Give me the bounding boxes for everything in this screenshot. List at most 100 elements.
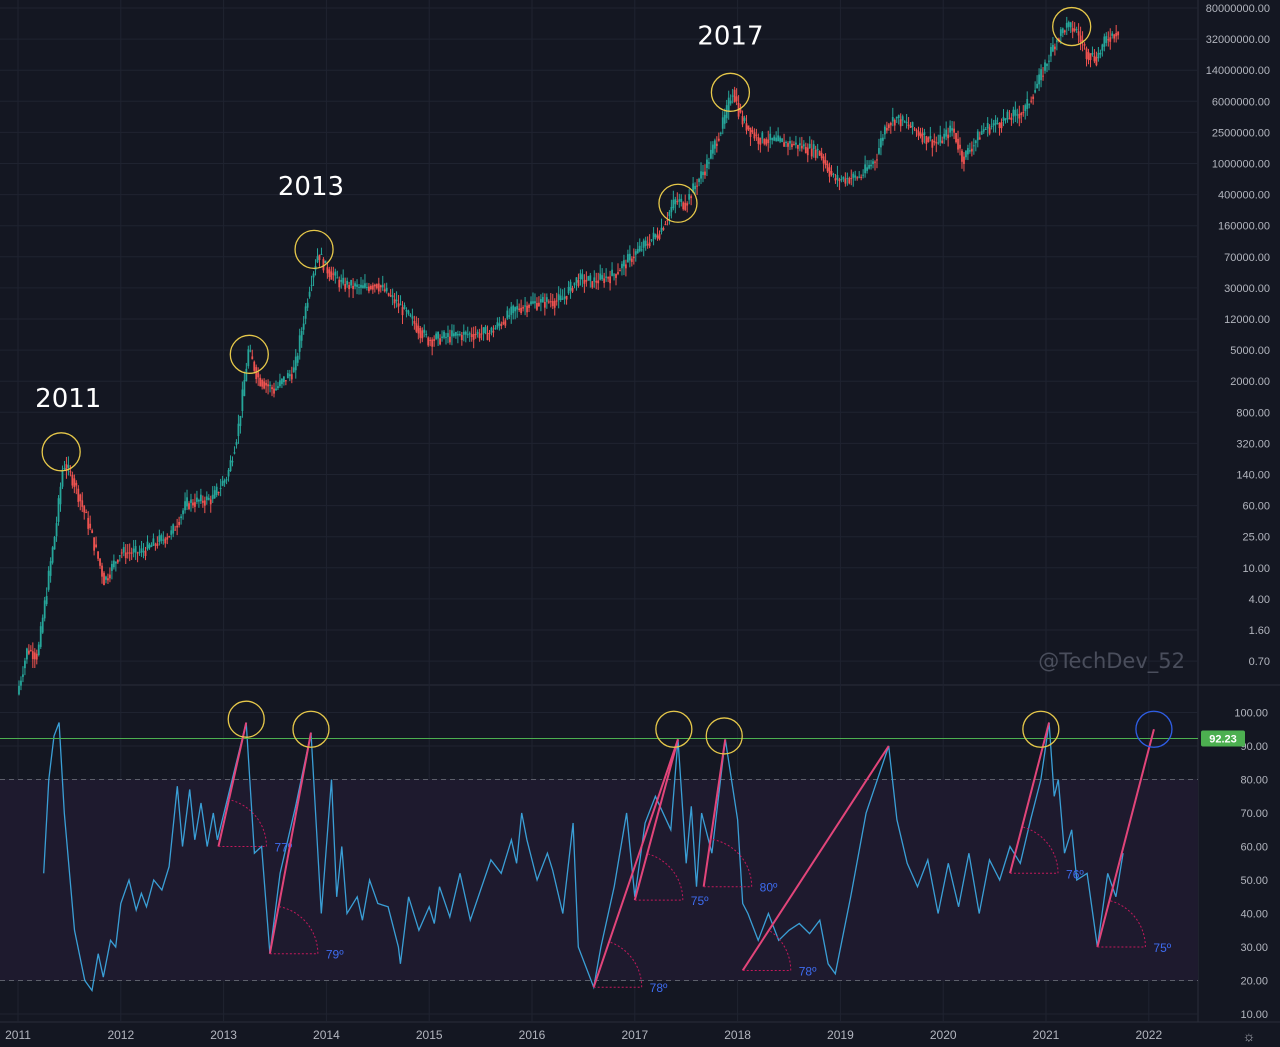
- candle-body: [302, 323, 305, 330]
- candle-body: [520, 307, 523, 314]
- candle-body: [490, 327, 493, 333]
- price-peak-circle: [1052, 6, 1092, 47]
- angle-label: 76º: [1066, 867, 1084, 881]
- candle-body: [512, 305, 515, 314]
- watermark: @TechDev_52: [1038, 649, 1185, 674]
- settings-icon[interactable]: ☼: [1243, 1028, 1256, 1044]
- candle-body: [417, 325, 420, 334]
- candle-body: [91, 530, 94, 533]
- candle-body: [907, 124, 910, 127]
- trend-line: [702, 739, 727, 887]
- candle-body: [18, 685, 20, 695]
- candle-body: [488, 332, 491, 334]
- candle-body: [609, 276, 611, 284]
- candle-body: [658, 233, 661, 240]
- candle-body: [338, 279, 341, 288]
- rsi-tick-label: 40.00: [1240, 909, 1268, 921]
- candle-body: [611, 269, 613, 276]
- candle-body: [634, 251, 637, 255]
- candle-body: [569, 281, 572, 291]
- candle-body: [279, 380, 281, 387]
- candle-body: [710, 149, 712, 159]
- candle-body: [755, 134, 758, 136]
- candle-body: [970, 148, 973, 152]
- x-tick-label: 2013: [210, 1028, 237, 1042]
- candle-body: [1022, 112, 1025, 114]
- candle-body: [482, 327, 485, 334]
- candle-body: [901, 116, 904, 121]
- candle-body: [565, 295, 568, 300]
- candle-body: [767, 139, 770, 144]
- trend-line: [741, 745, 890, 971]
- candle-body: [749, 127, 752, 137]
- candle-body: [253, 361, 256, 371]
- candle-body: [793, 144, 795, 146]
- candle-body: [59, 486, 62, 505]
- candle-body: [949, 125, 952, 133]
- angle-label: 75º: [1153, 941, 1171, 955]
- candle-body: [136, 552, 139, 554]
- candle-body: [310, 284, 313, 286]
- candle-body: [743, 117, 746, 121]
- candle-body: [1067, 22, 1070, 27]
- candle-body: [818, 150, 821, 156]
- candle-body: [980, 131, 983, 135]
- candle-body: [229, 460, 232, 472]
- candle-body: [822, 156, 825, 164]
- price-tick-label: 4.00: [1249, 594, 1270, 606]
- candle-body: [668, 211, 671, 217]
- candle-body: [725, 105, 728, 119]
- candle-body: [1071, 28, 1074, 32]
- candle-body: [1105, 36, 1108, 43]
- candle-body: [937, 142, 940, 144]
- candle-body: [288, 374, 291, 377]
- candle-body: [51, 547, 54, 563]
- price-tick-label: 12000.00: [1224, 314, 1270, 326]
- candle-body: [415, 323, 418, 332]
- candle-body: [943, 133, 946, 139]
- candle-body: [508, 315, 511, 317]
- candle-body: [494, 327, 497, 330]
- candle-body: [364, 283, 366, 288]
- candle-body: [846, 177, 849, 179]
- candle-body: [192, 502, 194, 506]
- candle-body: [804, 146, 807, 154]
- candle-body: [745, 123, 748, 131]
- candle-body: [360, 284, 362, 288]
- price-tick-label: 320.00: [1236, 438, 1270, 450]
- candle-body: [965, 150, 967, 158]
- threshold-badge-label: 92.23: [1209, 734, 1237, 746]
- candle-body: [982, 129, 985, 132]
- candle-body: [769, 133, 772, 140]
- candle-body: [298, 335, 301, 352]
- rsi-tick-label: 50.00: [1240, 875, 1268, 887]
- candle-body: [429, 339, 432, 341]
- candle-body: [798, 143, 801, 146]
- candle-body: [721, 117, 724, 129]
- candle-body: [1030, 100, 1033, 102]
- candle-body: [1073, 28, 1076, 31]
- rsi-peak-circle: [705, 717, 743, 755]
- candle-body: [607, 277, 610, 279]
- candle-body: [862, 174, 865, 176]
- candle-body: [478, 333, 481, 339]
- candle-body: [63, 468, 66, 470]
- candle-body: [413, 320, 416, 324]
- candle-body: [909, 125, 912, 128]
- candle-body: [466, 334, 469, 336]
- candle-body: [1002, 117, 1005, 122]
- candle-body: [751, 130, 754, 133]
- price-peak-circle: [294, 229, 334, 270]
- candle-body: [676, 201, 679, 203]
- rsi-plot: [0, 722, 1198, 993]
- candle-body: [824, 160, 827, 165]
- candle-body: [953, 128, 955, 133]
- candle-body: [35, 653, 38, 660]
- candle-body: [358, 286, 360, 288]
- candle-body: [1075, 29, 1078, 31]
- candle-body: [806, 147, 809, 156]
- rsi-tick-label: 80.00: [1240, 775, 1268, 787]
- candle-body: [506, 310, 509, 319]
- candle-body: [196, 497, 198, 502]
- candle-body: [318, 254, 321, 261]
